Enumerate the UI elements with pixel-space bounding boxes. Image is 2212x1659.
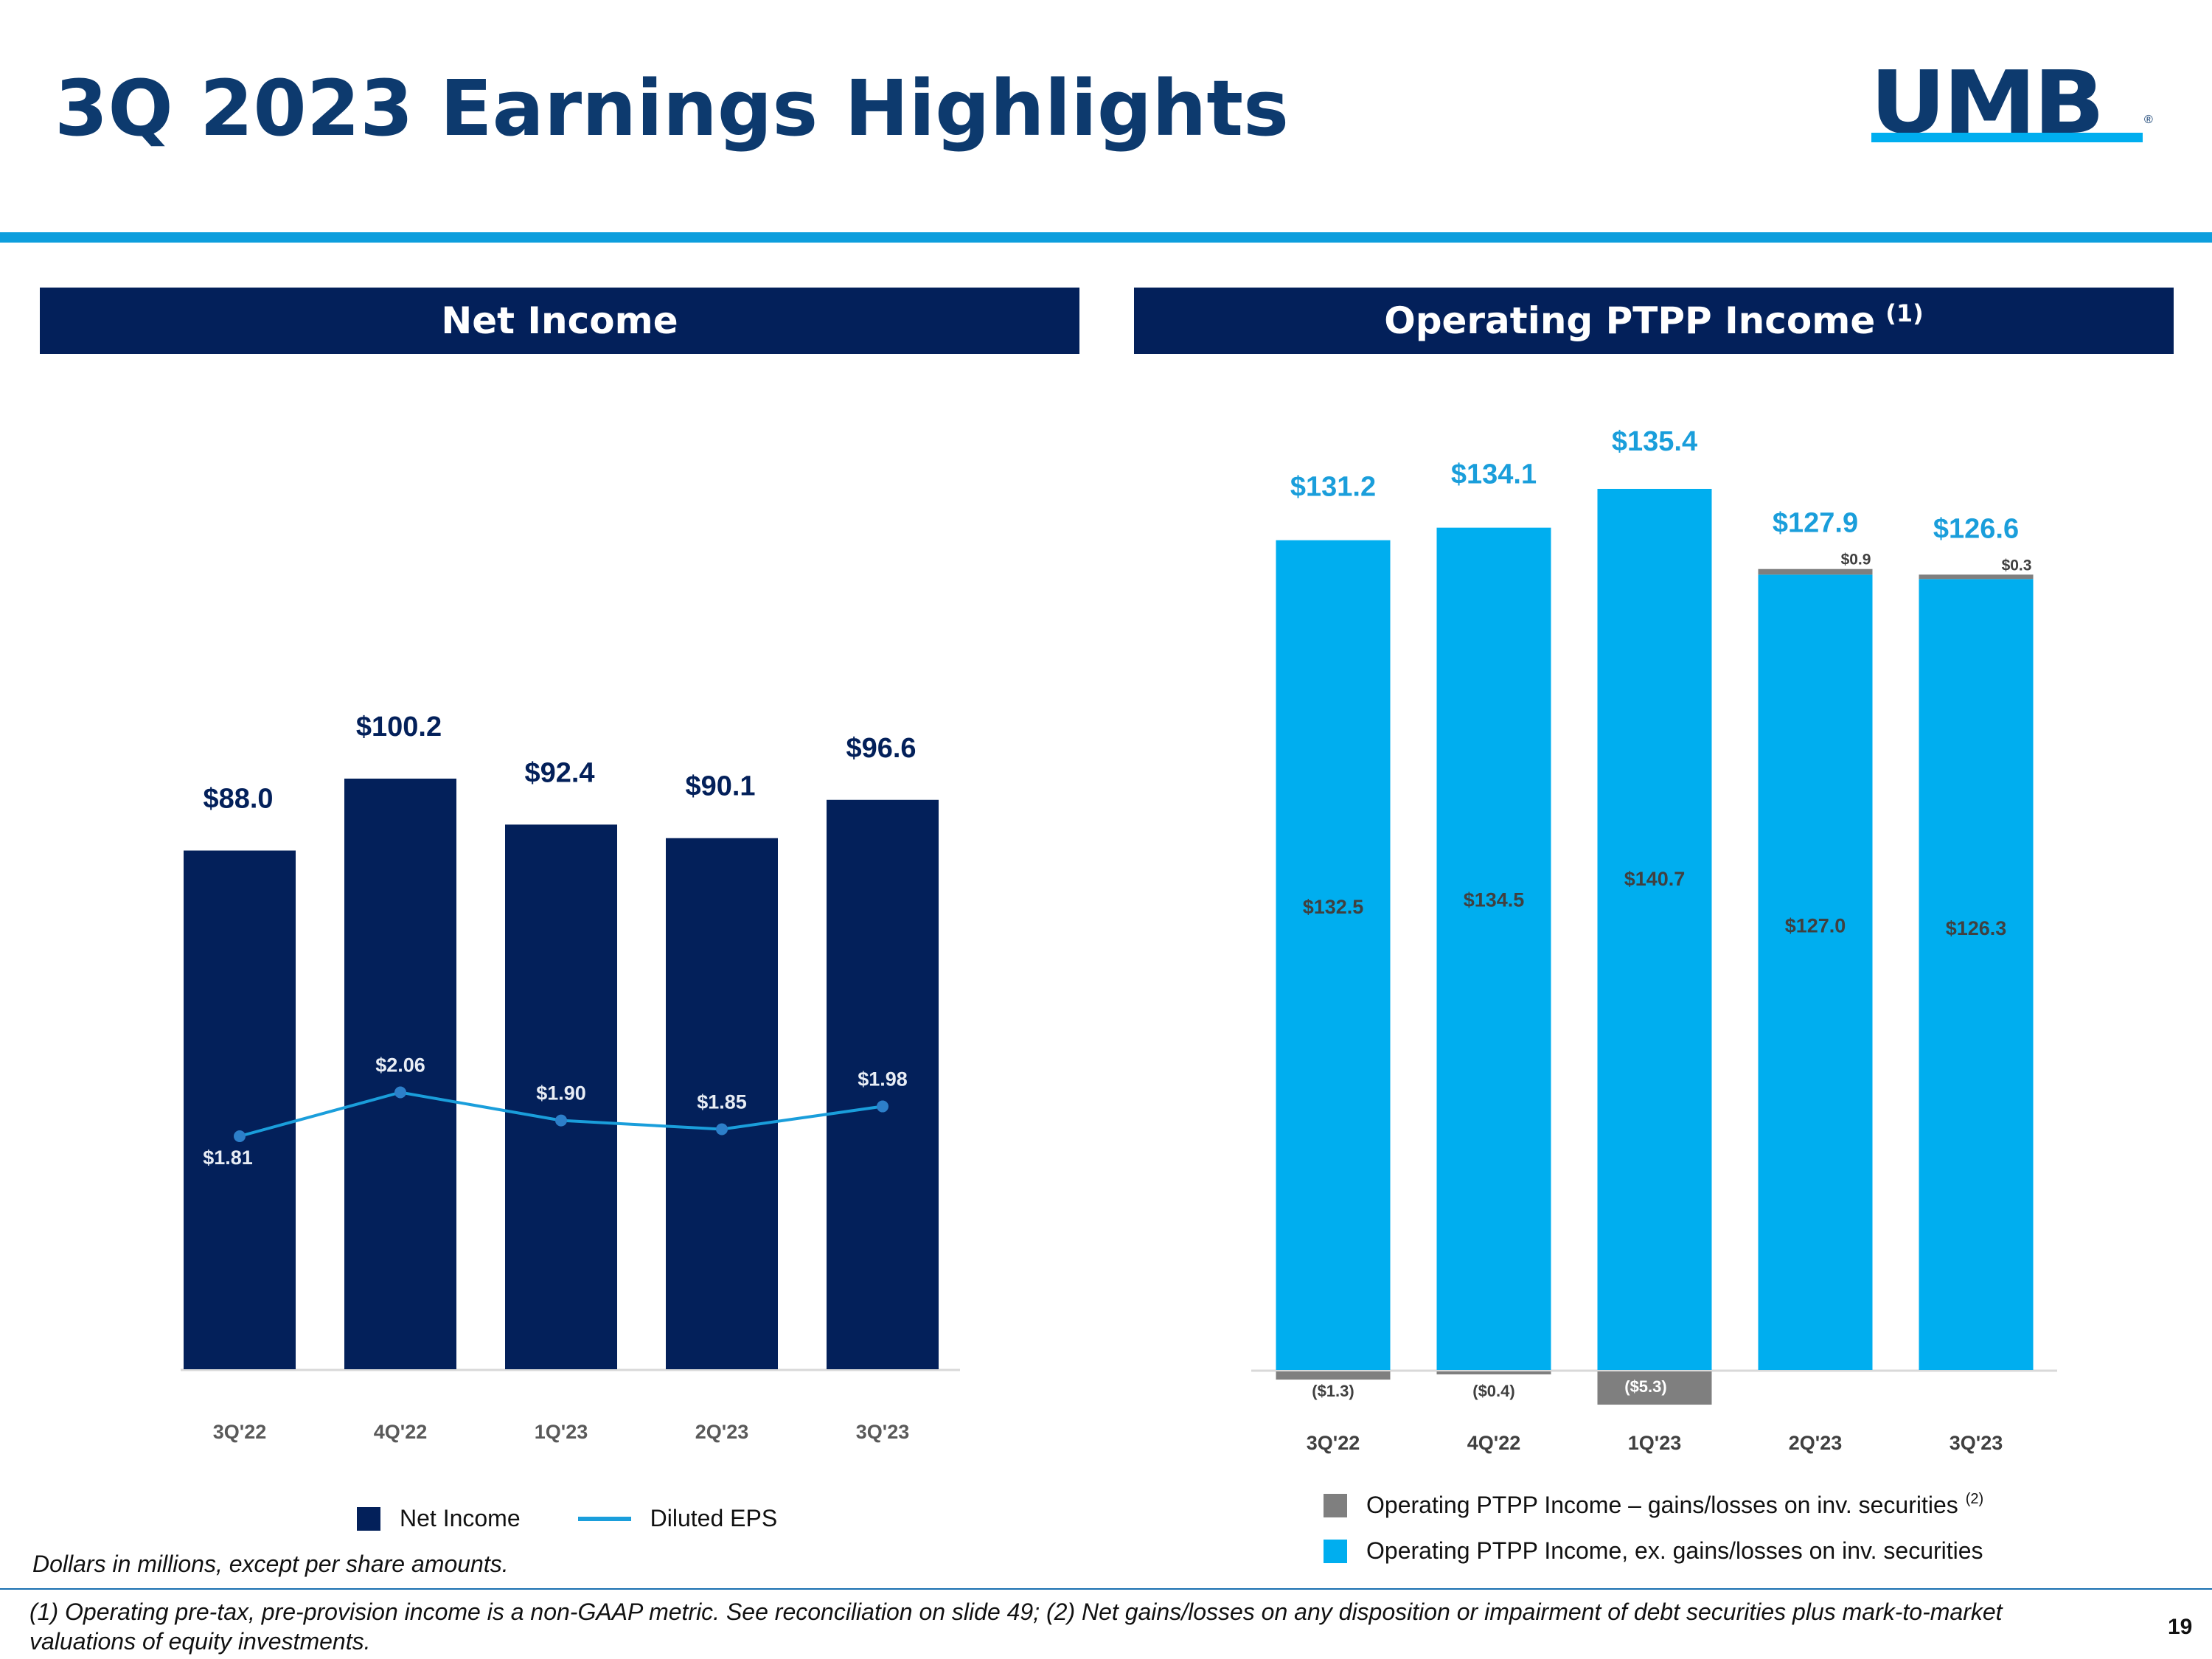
ptpp-total-label: $134.1	[1451, 459, 1537, 490]
net-income-category-label: 3Q'22	[213, 1421, 266, 1443]
operating-ptpp-chart: $132.5 ($1.3) $131.2 3Q'22 $134.5 ($0.4) $134.…	[1251, 426, 2057, 1454]
net-income-panel-title: Net Income	[441, 299, 678, 342]
net-income-bar	[184, 850, 296, 1369]
ptpp-ex-gains-label: $140.7	[1624, 868, 1686, 890]
net-income-panel-header: Net Income	[40, 288, 1079, 354]
page-title: 3Q 2023 Earnings Highlights	[55, 63, 1290, 153]
net-income-legend-label: Net Income	[400, 1505, 521, 1531]
ptpp-ex-gains-label: $132.5	[1303, 896, 1364, 918]
ptpp-gains-label: $0.9	[1841, 552, 1871, 568]
ptpp-gains-legend-swatch	[1324, 1493, 1347, 1517]
ptpp-gains-label: ($0.4)	[1472, 1382, 1514, 1400]
ptpp-ex-gains-label: $134.5	[1464, 889, 1525, 911]
ptpp-total-label: $126.6	[1933, 513, 2019, 544]
ptpp-ex-gains-label: $127.0	[1785, 915, 1846, 937]
diluted-eps-label: $1.85	[697, 1091, 747, 1113]
net-income-bar	[666, 838, 778, 1369]
ptpp-gains-label: ($5.3)	[1624, 1377, 1666, 1396]
logo-underline	[1871, 133, 2143, 142]
ptpp-ex-gains-label: $126.3	[1946, 917, 2007, 939]
ptpp-gains-legend-label: Operating PTPP Income – gains/losses on …	[1366, 1492, 1958, 1518]
diluted-eps-label: $1.90	[536, 1082, 586, 1105]
net-income-category-label: 4Q'22	[374, 1421, 427, 1443]
net-income-bar	[344, 779, 456, 1369]
ptpp-category-label: 4Q'22	[1467, 1432, 1520, 1454]
ptpp-gains-bar	[1919, 574, 2034, 580]
ptpp-gains-label: $0.3	[2002, 557, 2032, 574]
net-income-bar	[505, 824, 617, 1369]
ptpp-gains-bar	[1597, 1371, 1712, 1405]
diluted-eps-point	[394, 1086, 406, 1099]
net-income-bar	[827, 799, 939, 1369]
diluted-eps-point	[555, 1114, 567, 1127]
net-income-legend-swatch	[357, 1506, 380, 1531]
ptpp-ex-gains-bar	[1597, 489, 1712, 1370]
net-income-legend: Net Income Diluted EPS	[357, 1505, 777, 1532]
ptpp-panel-header: Operating PTPP Income (1)	[1134, 288, 2174, 354]
ptpp-ex-gains-bar	[1758, 574, 1873, 1371]
net-income-bar-label: $88.0	[203, 784, 273, 815]
ptpp-category-label: 2Q'23	[1789, 1432, 1842, 1454]
diluted-eps-point	[234, 1130, 246, 1142]
ptpp-total-label: $127.9	[1773, 508, 1858, 539]
diluted-eps-label: $2.06	[375, 1054, 425, 1077]
diluted-eps-point	[716, 1123, 728, 1135]
net-income-category-label: 2Q'23	[695, 1421, 748, 1443]
units-note: Dollars in millions, except per share am…	[32, 1551, 509, 1577]
ptpp-category-label: 1Q'23	[1628, 1432, 1681, 1454]
ptpp-ex-gains-bar	[1919, 579, 2034, 1371]
diluted-eps-legend-line	[577, 1516, 631, 1521]
ptpp-total-label: $135.4	[1612, 426, 1697, 457]
page-number: 19	[2168, 1615, 2193, 1639]
diluted-eps-point	[877, 1100, 888, 1113]
footnote: (1) Operating pre-tax, pre-provision inc…	[29, 1599, 2003, 1655]
ptpp-ex-gains-legend-label: Operating PTPP Income, ex. gains/losses …	[1366, 1537, 1983, 1564]
net-income-category-label: 3Q'23	[856, 1421, 909, 1443]
ptpp-gains-legend: Operating PTPP Income – gains/losses on …	[1324, 1491, 1984, 1519]
ptpp-panel-title-note: (1)	[1885, 299, 1924, 327]
ptpp-category-label: 3Q'22	[1307, 1432, 1360, 1454]
ptpp-gains-bar	[1758, 568, 1873, 575]
ptpp-gains-label: ($1.3)	[1312, 1382, 1354, 1400]
diluted-eps-legend-label: Diluted EPS	[650, 1505, 778, 1531]
net-income-chart: $88.0 3Q'22 $100.2 4Q'22 $92.4 1Q'23 $90.1 2Q'2…	[181, 712, 960, 1443]
ptpp-category-label: 3Q'23	[1950, 1432, 2003, 1454]
net-income-bar-label: $96.6	[846, 733, 916, 764]
header-rule	[0, 232, 2212, 243]
net-income-category-label: 1Q'23	[535, 1421, 588, 1443]
footer-rule	[0, 1588, 2212, 1590]
ptpp-gains-bar	[1276, 1371, 1391, 1380]
ptpp-total-label: $131.2	[1290, 472, 1376, 503]
umb-logo: UMB ®	[1870, 52, 2154, 153]
ptpp-ex-gains-bar	[1436, 527, 1551, 1370]
net-income-bar-label: $100.2	[356, 712, 442, 742]
net-income-bar-label: $90.1	[685, 771, 755, 802]
diluted-eps-label: $1.81	[203, 1147, 253, 1169]
logo-registered-mark: ®	[2144, 114, 2153, 126]
ptpp-ex-gains-legend: Operating PTPP Income, ex. gains/losses …	[1324, 1537, 1983, 1565]
ptpp-panel-title: Operating PTPP Income	[1384, 299, 1876, 342]
net-income-bar-label: $92.4	[524, 757, 594, 788]
ptpp-gains-bar	[1436, 1371, 1551, 1374]
ptpp-gains-legend-note: (2)	[1965, 1491, 1984, 1507]
ptpp-ex-gains-legend-swatch	[1324, 1539, 1347, 1563]
diluted-eps-label: $1.98	[858, 1068, 908, 1091]
ptpp-ex-gains-bar	[1276, 540, 1391, 1370]
